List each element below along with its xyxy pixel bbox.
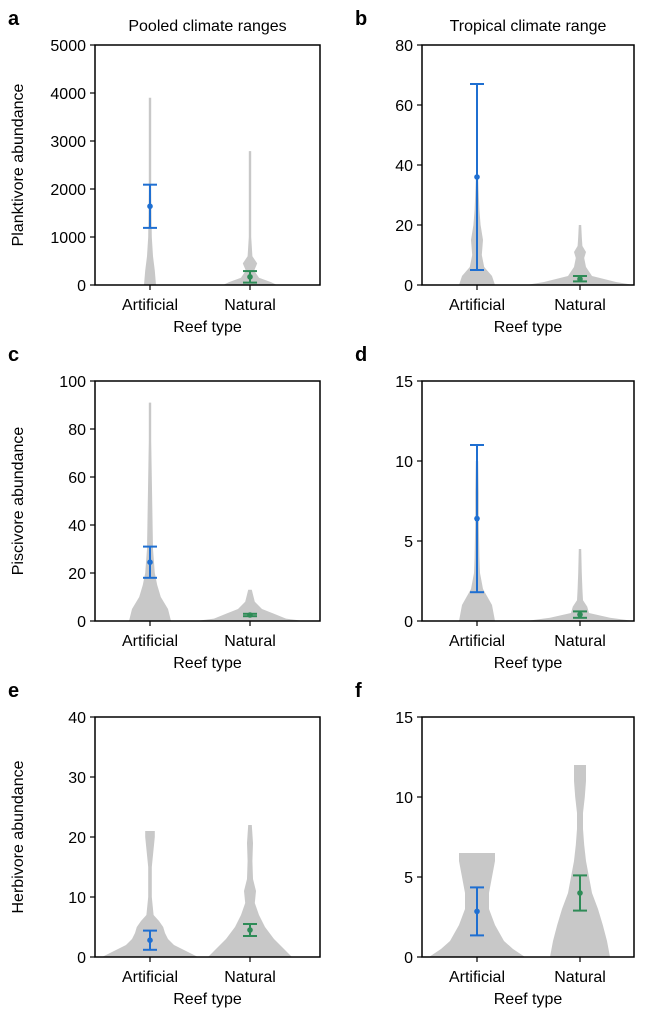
x-axis-label: Reef type <box>494 319 563 336</box>
y-tick-label: 0 <box>77 950 86 967</box>
mean-point-artificial <box>474 515 480 522</box>
plot-frame <box>94 716 321 958</box>
x-tick-label: Artificial <box>122 969 178 986</box>
violin-natural <box>550 765 610 957</box>
mean-point-artificial <box>147 203 153 210</box>
y-tick-label: 0 <box>77 614 86 631</box>
y-tick-label: 20 <box>395 218 413 235</box>
panel-label: c <box>8 344 19 366</box>
y-tick-label: 80 <box>395 38 413 55</box>
panel-f: f Artificial Natural 0 5 10 15 Reef type <box>355 680 635 1008</box>
x-tick-label: Natural <box>554 297 606 314</box>
y-tick-label: 40 <box>395 158 413 175</box>
mean-point-artificial <box>474 908 480 915</box>
mean-point-natural <box>577 611 583 618</box>
y-tick-label: 80 <box>68 422 86 439</box>
panel-label: b <box>355 8 367 30</box>
y-tick-label: 100 <box>59 374 86 391</box>
x-tick-label: Artificial <box>449 969 505 986</box>
violin-natural <box>196 589 304 621</box>
y-tick-label: 60 <box>395 98 413 115</box>
y-tick-label: 60 <box>68 470 86 487</box>
y-tick-label: 3000 <box>50 134 86 151</box>
y-tick-label: 0 <box>404 278 413 295</box>
panel-d: d Artificial Natural 0 5 10 15 Reef type <box>355 344 635 672</box>
violin-natural <box>526 549 634 621</box>
mean-point-artificial <box>147 937 153 943</box>
violin-artificial <box>129 402 171 621</box>
x-axis-label: Reef type <box>494 655 563 672</box>
panel-title: Pooled climate ranges <box>128 18 286 35</box>
panel-c: c Artificial Natural 0 20 40 60 80 100 Reef type P… <box>8 344 321 672</box>
y-axis-label: Herbivore abundance <box>10 760 27 913</box>
violin-natural <box>208 825 292 957</box>
y-tick-label: 1000 <box>50 230 86 247</box>
plot-frame <box>94 380 321 622</box>
x-axis-label: Reef type <box>173 991 242 1008</box>
x-tick-label: Artificial <box>122 297 178 314</box>
y-tick-label: 5 <box>404 870 413 887</box>
y-tick-label: 2000 <box>50 182 86 199</box>
y-tick-label: 40 <box>68 518 86 535</box>
y-tick-label: 10 <box>395 790 413 807</box>
y-tick-label: 15 <box>395 710 413 727</box>
y-tick-label: 0 <box>77 278 86 295</box>
plot-frame <box>421 716 635 958</box>
panel-label: d <box>355 344 367 366</box>
mean-point-natural <box>247 612 253 618</box>
panel-label: f <box>355 680 362 702</box>
mean-point-natural <box>577 890 583 896</box>
mean-point-natural <box>247 274 253 280</box>
x-tick-label: Natural <box>554 633 606 650</box>
x-axis-label: Reef type <box>494 991 563 1008</box>
y-tick-label: 10 <box>68 890 86 907</box>
x-tick-label: Natural <box>224 969 276 986</box>
panel-label: e <box>8 680 19 702</box>
panel-e: e Artificial Natural 0 10 20 30 40 Reef type Herb… <box>8 680 321 1008</box>
mean-point-artificial <box>474 174 480 180</box>
y-tick-label: 15 <box>395 374 413 391</box>
mean-point-natural <box>577 276 583 282</box>
y-tick-label: 10 <box>395 454 413 471</box>
panel-b: b Tropical climate range Artificial Natural… <box>355 8 635 336</box>
y-tick-label: 40 <box>68 710 86 727</box>
x-tick-label: Natural <box>224 297 276 314</box>
y-tick-label: 4000 <box>50 86 86 103</box>
plot-frame <box>421 380 635 622</box>
violin-artificial <box>102 831 198 957</box>
y-axis-label: Planktivore abundance <box>10 84 27 247</box>
y-tick-label: 0 <box>404 614 413 631</box>
x-tick-label: Natural <box>224 633 276 650</box>
x-tick-label: Artificial <box>122 633 178 650</box>
y-tick-label: 20 <box>68 566 86 583</box>
plot-frame <box>421 44 635 286</box>
mean-point-artificial <box>147 559 153 565</box>
y-tick-label: 0 <box>404 950 413 967</box>
y-tick-label: 5000 <box>50 38 86 55</box>
y-tick-label: 20 <box>68 830 86 847</box>
y-axis-label: Piscivore abundance <box>10 427 27 576</box>
violin-natural <box>526 225 634 285</box>
violin-natural <box>223 151 277 285</box>
y-tick-label: 30 <box>68 770 86 787</box>
panel-label: a <box>8 8 20 30</box>
mean-point-natural <box>247 927 253 933</box>
x-axis-label: Reef type <box>173 655 242 672</box>
plot-frame <box>94 44 321 286</box>
x-tick-label: Natural <box>554 969 606 986</box>
x-tick-label: Artificial <box>449 633 505 650</box>
panel-title: Tropical climate range <box>450 18 607 35</box>
panel-a: a Pooled climate ranges Artificial Natural 0… <box>8 8 321 336</box>
x-axis-label: Reef type <box>173 319 242 336</box>
x-tick-label: Artificial <box>449 297 505 314</box>
y-tick-label: 5 <box>404 534 413 551</box>
